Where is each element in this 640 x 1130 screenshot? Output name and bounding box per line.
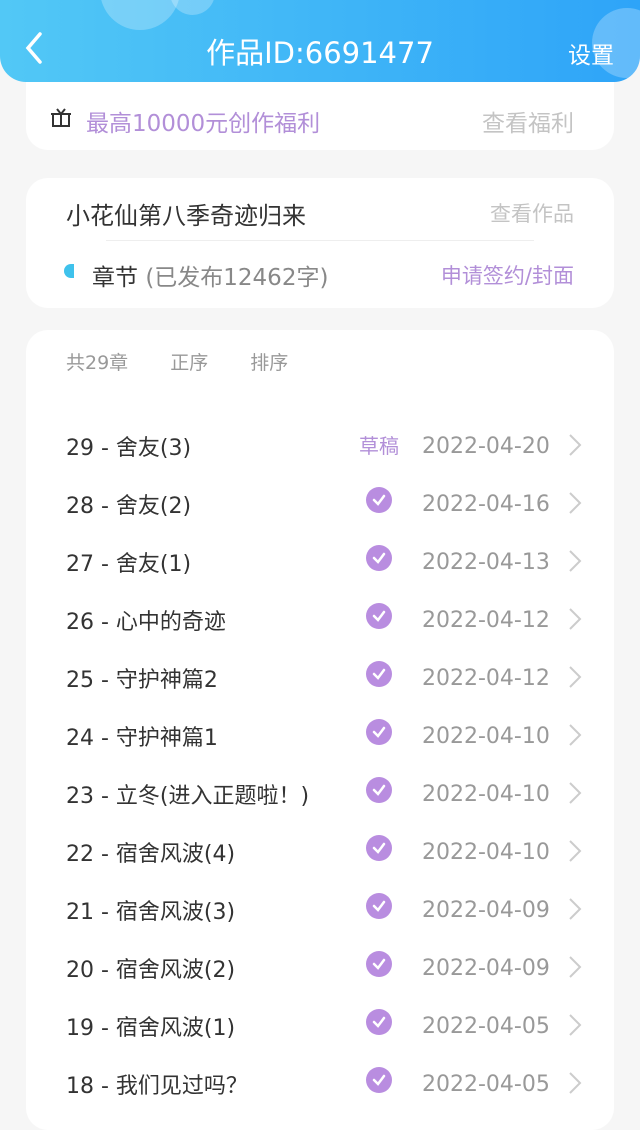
- chapter-row[interactable]: 24 - 守护神篇1 2022-04-10: [26, 719, 614, 778]
- chapter-date: 2022-04-10: [422, 724, 550, 749]
- top-bar: 作品ID:6691477 设置: [0, 0, 640, 82]
- published-check-icon: [366, 951, 392, 977]
- chapter-title: 21 - 宿舍风波(3): [66, 900, 236, 925]
- chevron-right-icon: [569, 898, 582, 920]
- published-check-icon: [366, 661, 392, 687]
- section-marker-icon: [64, 264, 74, 278]
- chapter-title: 19 - 宿舍风波(1): [66, 1016, 236, 1041]
- chapter-row[interactable]: 25 - 守护神篇2 2022-04-12: [26, 661, 614, 720]
- chevron-right-icon: [569, 434, 582, 456]
- page-title: 作品ID:6691477: [206, 36, 434, 70]
- decor-bubble: [592, 8, 640, 78]
- work-card: 小花仙第八季奇迹归来 查看作品 章节 (已发布12462字) 申请签约/封面: [26, 178, 614, 308]
- chevron-right-icon: [569, 550, 582, 572]
- chapter-title: 22 - 宿舍风波(4): [66, 842, 236, 867]
- chapter-row[interactable]: 23 - 立冬(进入正题啦！) 2022-04-10: [26, 777, 614, 836]
- chapters-label-text: 章节: [92, 265, 138, 291]
- chevron-right-icon: [569, 956, 582, 978]
- list-toolbar: 共29章 正序 排序: [66, 348, 330, 375]
- chapter-row[interactable]: 21 - 宿舍风波(3) 2022-04-09: [26, 893, 614, 952]
- chapter-date: 2022-04-05: [422, 1072, 550, 1097]
- chapter-title: 24 - 守护神篇1: [66, 726, 218, 751]
- published-check-icon: [366, 1067, 392, 1093]
- back-icon[interactable]: [22, 30, 48, 66]
- chapter-row[interactable]: 22 - 宿舍风波(4) 2022-04-10: [26, 835, 614, 894]
- work-title: 小花仙第八季奇迹归来: [66, 202, 306, 230]
- chapter-title: 28 - 舍友(2): [66, 494, 192, 519]
- published-check-icon: [366, 603, 392, 629]
- published-count: (已发布12462字): [145, 265, 329, 291]
- published-check-icon: [366, 487, 392, 513]
- chapter-date: 2022-04-20: [422, 434, 550, 459]
- chapter-title: 27 - 舍友(1): [66, 552, 192, 577]
- chapter-title: 26 - 心中的奇迹: [66, 610, 226, 635]
- chevron-right-icon: [569, 608, 582, 630]
- chapter-row[interactable]: 28 - 舍友(2) 2022-04-16: [26, 487, 614, 546]
- chevron-right-icon: [569, 724, 582, 746]
- chapter-date: 2022-04-10: [422, 840, 550, 865]
- chapter-row[interactable]: 19 - 宿舍风波(1) 2022-04-05: [26, 1009, 614, 1068]
- chevron-right-icon: [569, 1014, 582, 1036]
- published-check-icon: [366, 1009, 392, 1035]
- apply-sign-link[interactable]: 申请签约/封面: [440, 264, 574, 288]
- chapter-date: 2022-04-10: [422, 782, 550, 807]
- published-check-icon: [366, 719, 392, 745]
- chapter-count: 共29章: [66, 352, 129, 374]
- chevron-right-icon: [569, 782, 582, 804]
- chapter-title: 18 - 我们见过吗？: [66, 1074, 248, 1099]
- chevron-right-icon: [569, 840, 582, 862]
- chevron-right-icon: [569, 492, 582, 514]
- divider: [106, 240, 534, 241]
- settings-button[interactable]: 设置: [568, 43, 614, 69]
- chapter-date: 2022-04-12: [422, 608, 550, 633]
- draft-badge: 草稿: [359, 434, 399, 458]
- chapter-row[interactable]: 20 - 宿舍风波(2) 2022-04-09: [26, 951, 614, 1010]
- chevron-right-icon: [569, 1072, 582, 1094]
- chapter-title: 23 - 立冬(进入正题啦！): [66, 784, 310, 809]
- promo-text: 最高10000元创作福利: [86, 111, 321, 137]
- chapter-date: 2022-04-05: [422, 1014, 550, 1039]
- view-work-link[interactable]: 查看作品: [490, 202, 574, 226]
- chapter-list: 共29章 正序 排序 29 - 舍友(3) 草稿 2022-04-20 28 - 舍友(2…: [26, 330, 614, 1130]
- gift-icon: [51, 108, 71, 127]
- chevron-right-icon: [569, 666, 582, 688]
- sort-button[interactable]: 排序: [250, 352, 289, 374]
- chapter-date: 2022-04-09: [422, 898, 550, 923]
- published-check-icon: [366, 545, 392, 571]
- chapter-date: 2022-04-16: [422, 492, 550, 517]
- chapter-title: 25 - 守护神篇2: [66, 668, 218, 693]
- chapter-date: 2022-04-13: [422, 550, 550, 575]
- chapters-label: 章节 (已发布12462字): [92, 258, 328, 292]
- chapter-title: 20 - 宿舍风波(2): [66, 958, 236, 983]
- chapter-row[interactable]: 29 - 舍友(3) 草稿 2022-04-20: [26, 430, 614, 488]
- view-benefits-link[interactable]: 查看福利: [482, 111, 574, 137]
- decor-bubble: [100, 0, 180, 30]
- chapter-row[interactable]: 18 - 我们见过吗？ 2022-04-05: [26, 1067, 614, 1126]
- chapter-row[interactable]: 27 - 舍友(1) 2022-04-13: [26, 545, 614, 604]
- published-check-icon: [366, 893, 392, 919]
- chapter-date: 2022-04-09: [422, 956, 550, 981]
- order-button[interactable]: 正序: [170, 352, 209, 374]
- decor-bubble: [170, 0, 215, 15]
- chapter-title: 29 - 舍友(3): [66, 436, 192, 461]
- chapter-date: 2022-04-12: [422, 666, 550, 691]
- chapter-row[interactable]: 26 - 心中的奇迹 2022-04-12: [26, 603, 614, 662]
- published-check-icon: [366, 777, 392, 803]
- published-check-icon: [366, 835, 392, 861]
